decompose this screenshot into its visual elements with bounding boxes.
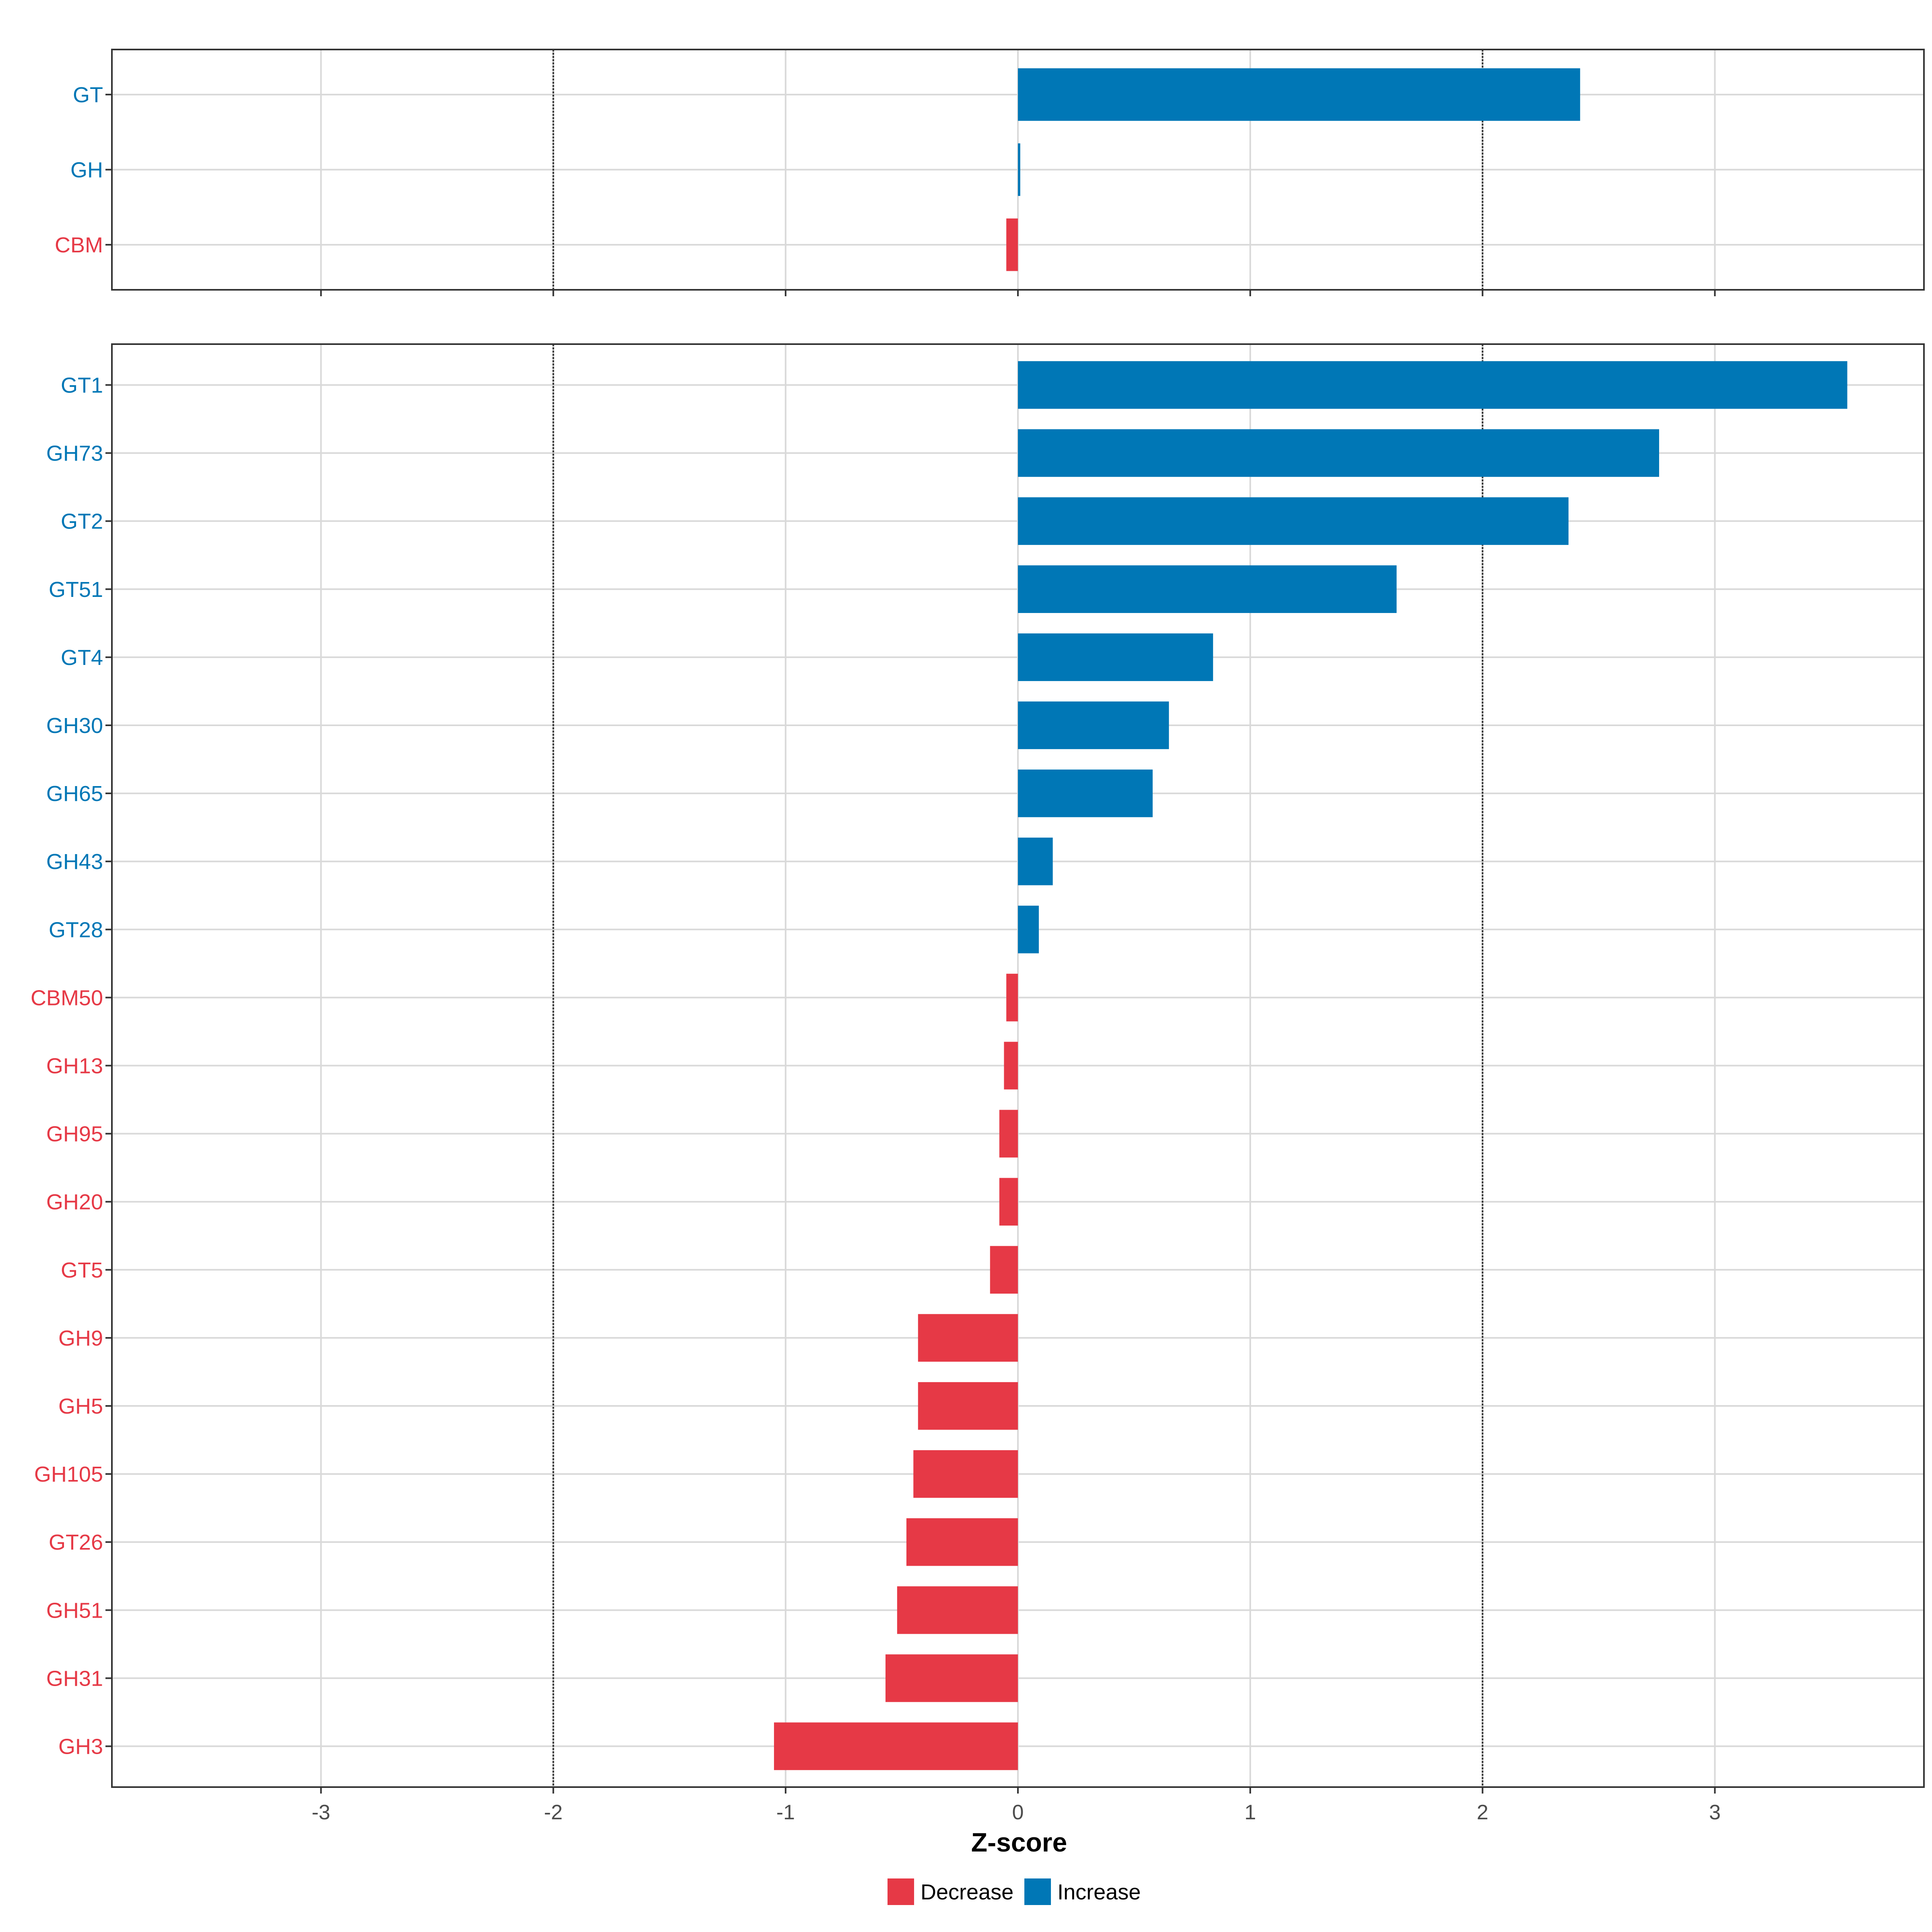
category-label-GH105: GH105 xyxy=(34,1462,103,1486)
category-label-GH95: GH95 xyxy=(46,1122,103,1146)
category-label-GH9: GH9 xyxy=(58,1326,103,1350)
category-label-GH51: GH51 xyxy=(46,1598,103,1622)
category-label-GH13: GH13 xyxy=(46,1054,103,1078)
category-label-CBM: CBM xyxy=(55,233,103,257)
x-axis-title: Z-score xyxy=(971,1827,1067,1857)
category-label-GT2: GT2 xyxy=(61,510,103,534)
x-tick-label: 1 xyxy=(1245,1801,1256,1824)
category-label-GT: GT xyxy=(73,83,103,107)
legend-label-decrease: Decrease xyxy=(921,1880,1013,1904)
bar-GT5 xyxy=(990,1246,1018,1294)
bar-GH3 xyxy=(774,1722,1018,1770)
bar-GH105 xyxy=(913,1450,1018,1498)
bar-GT1 xyxy=(1018,361,1847,409)
bar-GH31 xyxy=(886,1654,1018,1702)
x-tick-label: -3 xyxy=(312,1801,330,1824)
bar-GT2 xyxy=(1018,497,1569,545)
bar-GH20 xyxy=(999,1178,1018,1226)
category-label-GT1: GT1 xyxy=(61,373,103,397)
bar-GT4 xyxy=(1018,633,1213,681)
category-label-GH20: GH20 xyxy=(46,1190,103,1214)
category-label-GT51: GT51 xyxy=(49,578,103,602)
legend: Decrease Increase xyxy=(888,1878,1141,1905)
category-label-GT28: GT28 xyxy=(49,918,103,942)
bar-GH5 xyxy=(918,1382,1018,1430)
category-label-GH30: GH30 xyxy=(46,714,103,738)
bar-GH30 xyxy=(1018,701,1169,749)
category-label-GH65: GH65 xyxy=(46,782,103,806)
category-label-GH31: GH31 xyxy=(46,1666,103,1690)
bar-GT28 xyxy=(1018,906,1039,954)
category-label-GH5: GH5 xyxy=(58,1394,103,1418)
bar-CBM50 xyxy=(1006,974,1018,1022)
bar-GH43 xyxy=(1018,838,1053,886)
legend-swatch-increase xyxy=(1024,1878,1051,1905)
bar-GH65 xyxy=(1018,769,1153,817)
bar-CBM xyxy=(1006,218,1018,271)
category-label-GT26: GT26 xyxy=(49,1530,103,1554)
bar-GH95 xyxy=(999,1110,1018,1158)
bar-GH13 xyxy=(1004,1042,1018,1090)
panel-family-level: GT1GH73GT2GT51GT4GH30GH65GH43GT28CBM50GH… xyxy=(31,343,1925,1824)
category-label-GH: GH xyxy=(70,158,103,182)
bar-GT xyxy=(1018,68,1580,121)
category-label-GT5: GT5 xyxy=(61,1258,103,1282)
bar-GH73 xyxy=(1018,429,1660,477)
category-label-CBM50: CBM50 xyxy=(31,986,103,1010)
legend-swatch-decrease xyxy=(888,1878,914,1905)
bar-GH9 xyxy=(918,1314,1018,1362)
panels-group: GTGHCBMGT1GH73GT2GT51GT4GH30GH65GH43GT28… xyxy=(31,49,1925,1824)
bar-GH xyxy=(1018,143,1020,196)
bar-GT26 xyxy=(906,1518,1018,1566)
x-tick-label: 3 xyxy=(1709,1801,1721,1824)
category-label-GH73: GH73 xyxy=(46,442,103,466)
panel-category-level: GT GH CBM xyxy=(55,49,1925,296)
category-label-GH43: GH43 xyxy=(46,850,103,874)
x-tick-label: 2 xyxy=(1477,1801,1488,1824)
x-tick-label: 0 xyxy=(1012,1801,1024,1824)
bar-GT51 xyxy=(1018,565,1397,613)
bar-GH51 xyxy=(897,1586,1018,1634)
x-tick-label: -2 xyxy=(544,1801,563,1824)
category-label-GT4: GT4 xyxy=(61,646,103,670)
legend-label-increase: Increase xyxy=(1057,1880,1141,1904)
x-tick-label: -1 xyxy=(776,1801,795,1824)
category-label-GH3: GH3 xyxy=(58,1735,103,1759)
